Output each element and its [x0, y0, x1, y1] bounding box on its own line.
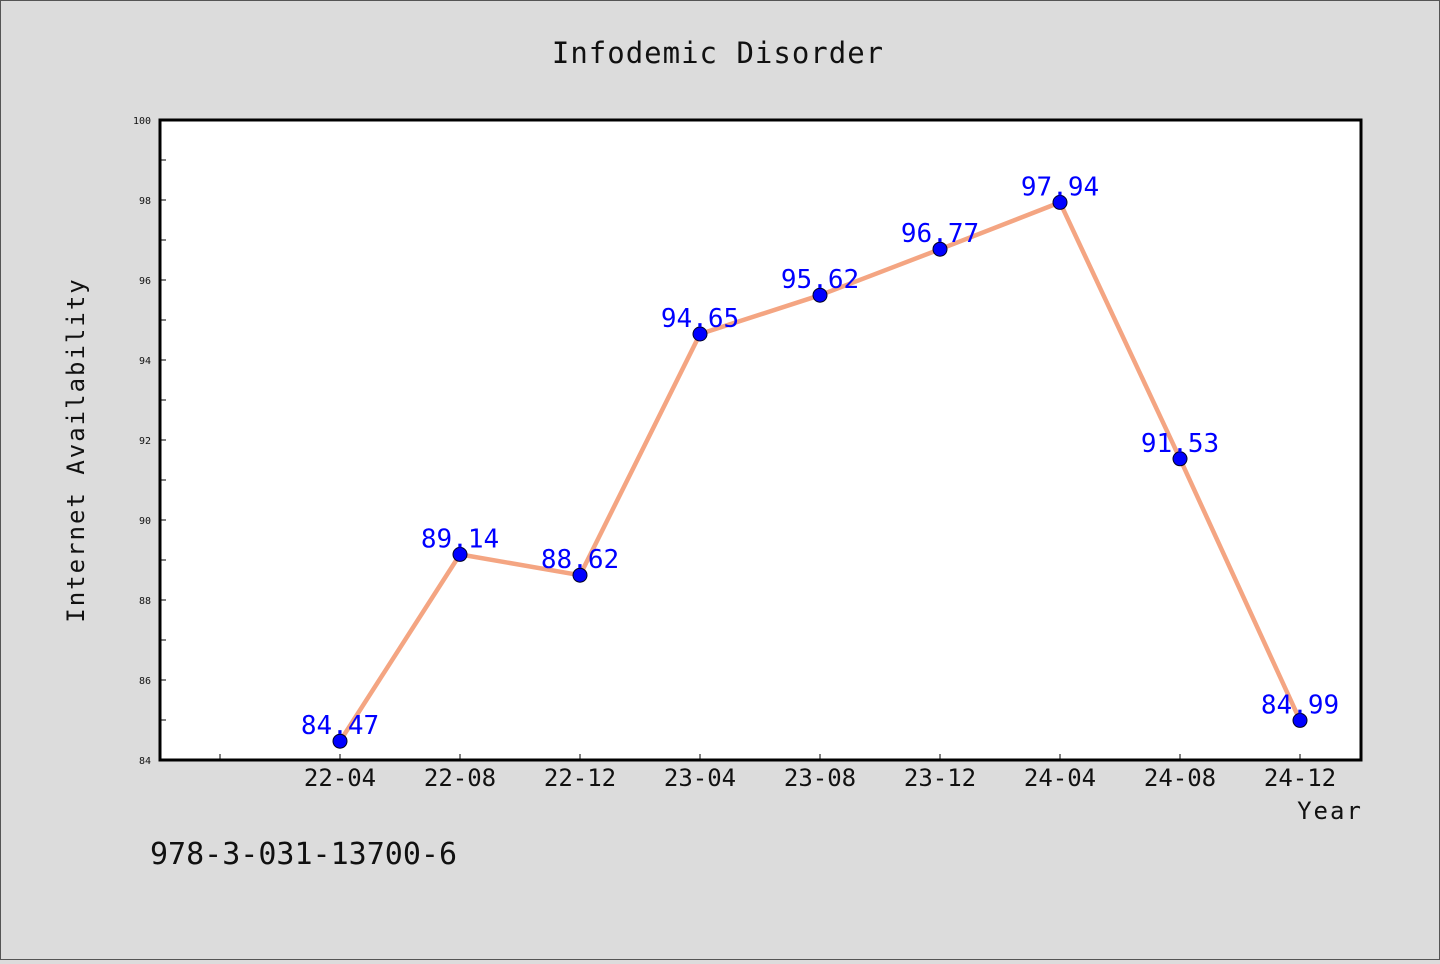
y-axis: 84 86 88 90 92 94 96 98 100	[133, 116, 166, 767]
data-point-marker	[332, 733, 348, 749]
data-label: 95.62	[781, 265, 859, 295]
data-label: 89.14	[421, 524, 499, 554]
y-tick-label: 92	[139, 436, 151, 447]
data-label: 96.77	[901, 219, 979, 249]
data-point-marker	[932, 241, 948, 257]
data-label: 88.62	[541, 545, 619, 575]
data-point-marker	[692, 326, 708, 342]
data-point-marker	[452, 546, 468, 562]
data-point-marker	[812, 287, 828, 303]
x-tick-label: 22-12	[544, 764, 616, 792]
x-tick-label: 24-08	[1144, 764, 1216, 792]
plot-area	[158, 118, 1363, 762]
data-label: 94.65	[661, 304, 739, 334]
x-tick-label: 23-12	[904, 764, 976, 792]
data-label: 84.47	[301, 711, 379, 741]
data-point-marker	[572, 567, 588, 583]
y-tick-label: 88	[139, 596, 151, 607]
series-layer	[332, 194, 1308, 749]
y-tick-label: 84	[139, 756, 151, 767]
x-axis: 22-04 22-08 22-12 23-04 23-08 23-12 24-04 24-08…	[219, 754, 1336, 792]
x-tick-label: 22-08	[424, 764, 496, 792]
chart-title: Infodemic Disorder	[552, 36, 884, 70]
data-point-marker	[1052, 194, 1068, 210]
y-tick-label: 90	[139, 516, 151, 527]
y-tick-label: 86	[139, 676, 151, 687]
x-tick-label: 23-04	[664, 764, 736, 792]
x-tick-label: 23-08	[784, 764, 856, 792]
y-tick-label: 94	[139, 356, 151, 367]
x-tick-label: 24-04	[1024, 764, 1096, 792]
y-tick-label: 96	[139, 276, 151, 287]
y-tick-label: 100	[133, 116, 151, 127]
data-label: 97.94	[1021, 172, 1099, 202]
y-tick-label: 98	[139, 196, 151, 207]
data-point-marker	[1172, 451, 1188, 467]
data-point-marker	[1292, 712, 1308, 728]
data-label: 91.53	[1141, 429, 1219, 459]
x-tick-label: 24-12	[1264, 764, 1336, 792]
x-axis-title: Year	[1297, 797, 1363, 825]
y-axis-title: Internet Availability	[62, 277, 90, 622]
isbn-text: 978-3-031-13700-6	[150, 837, 457, 872]
x-tick-label: 22-04	[304, 764, 376, 792]
data-label-layer: 84.47 89.14 88.62 94.65 95.62 96.77 97.94 91.53…	[301, 172, 1339, 741]
data-label: 84.99	[1261, 690, 1339, 720]
